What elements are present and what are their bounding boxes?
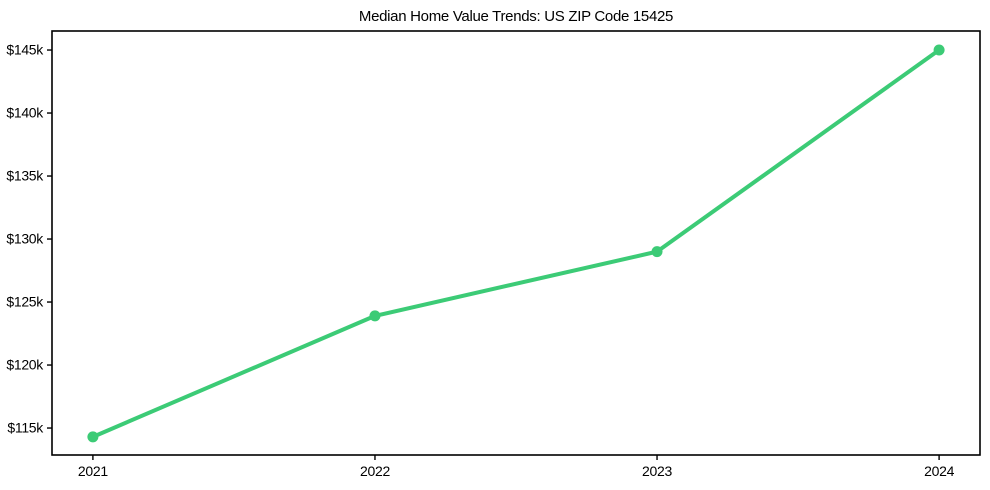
- data-point-marker: [651, 246, 663, 258]
- y-tick-label: $130k: [6, 231, 44, 247]
- data-point-marker: [87, 431, 99, 443]
- data-point-marker: [369, 310, 381, 322]
- y-tick-label: $125k: [6, 294, 44, 310]
- y-tick-label: $145k: [6, 42, 44, 58]
- data-point-marker: [933, 44, 945, 56]
- trend-line: [90, 48, 942, 439]
- y-tick-label: $135k: [6, 168, 44, 184]
- chart-title: Median Home Value Trends: US ZIP Code 15…: [359, 8, 673, 25]
- x-tick-label: 2023: [642, 463, 672, 479]
- plot-frame: [51, 30, 981, 456]
- x-tick-label: 2024: [924, 463, 954, 479]
- y-tick-label: $140k: [6, 105, 44, 121]
- y-tick-label: $120k: [6, 357, 44, 373]
- plot-area: $115k $120k $125k $130k $135k $140k $145k 2021 2…: [6, 30, 981, 479]
- y-tick-label: $115k: [7, 420, 44, 436]
- x-tick-label: 2022: [360, 463, 390, 479]
- x-tick-label: 2021: [78, 463, 108, 479]
